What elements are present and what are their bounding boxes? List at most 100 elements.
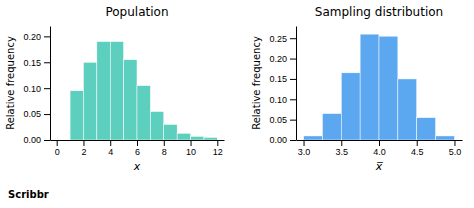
y-tick-label: 0.05 (269, 115, 287, 125)
bar (304, 136, 323, 140)
x-axis: 3.0 3.5 4.0 4.5 5.0 (297, 140, 463, 157)
y-tick-label: 0.15 (269, 74, 287, 84)
y-axis: 0.00 0.05 0.10 0.15 0.20 (23, 27, 50, 146)
chart-root: 0246810120.000.050.100.150.20Populationx… (0, 0, 474, 208)
y-tick-mark (44, 62, 50, 63)
x-tick: 3.5 (336, 140, 349, 157)
y-tick-label: 0.00 (23, 135, 41, 145)
bar (150, 112, 163, 141)
y-tick-mark (290, 99, 296, 100)
x-tick-mark (217, 140, 218, 146)
panel: 3.0 3.5 4.0 4.5 5.0 0.00 0.05 0.10 0.15 0.20 0.25 S… (251, 5, 463, 173)
bar (110, 42, 123, 140)
y-axis-line (296, 27, 297, 141)
y-tick: 0.00 (23, 135, 50, 145)
x-tick-label: 5.0 (449, 147, 462, 157)
x-tick: 4.5 (411, 140, 424, 157)
bar (124, 60, 137, 140)
bar (341, 73, 360, 140)
y-tick: 0.05 (23, 109, 50, 119)
annotation: Scribbr (8, 189, 49, 200)
x-tick-label: 4.0 (373, 147, 386, 157)
y-axis-title: Relative frequency (5, 36, 16, 130)
x-axis-title: x̅ (375, 160, 384, 173)
y-tick: 0.25 (269, 34, 296, 44)
y-tick-mark (290, 140, 296, 141)
x-tick: 4 (108, 140, 113, 157)
x-tick: 4.0 (373, 140, 386, 157)
x-axis-title: x (133, 160, 141, 173)
x-tick-mark (417, 140, 418, 146)
y-axis: 0.00 0.05 0.10 0.15 0.20 0.25 (269, 27, 296, 146)
y-tick-mark (290, 38, 296, 39)
x-tick: 6 (135, 140, 140, 157)
bar (57, 140, 70, 141)
x-tick-label: 4.5 (411, 147, 424, 157)
y-tick-mark (44, 88, 50, 89)
bar (191, 136, 204, 140)
x-tick-mark (304, 140, 305, 146)
bar (97, 42, 110, 140)
y-tick: 0.15 (23, 58, 50, 68)
bar (417, 118, 436, 140)
bar (398, 79, 417, 140)
y-tick: 0.10 (23, 84, 50, 94)
y-tick-label: 0.25 (269, 34, 287, 44)
x-tick-mark (164, 140, 165, 146)
bar (322, 114, 341, 140)
x-tick-label: 8 (162, 147, 167, 157)
x-tick-mark (83, 140, 84, 146)
x-tick-mark (137, 140, 138, 146)
y-tick-mark (44, 36, 50, 37)
x-tick-mark (454, 140, 455, 146)
x-tick-label: 3.0 (298, 147, 311, 157)
x-tick-mark (110, 140, 111, 146)
y-axis-line (50, 27, 51, 141)
y-tick-label: 0.05 (23, 109, 41, 119)
x-tick: 10 (186, 140, 196, 157)
x-tick-label: 10 (186, 147, 196, 157)
y-tick: 0.20 (23, 32, 50, 42)
x-tick-mark (191, 140, 192, 146)
bar (177, 133, 190, 140)
bar (164, 124, 177, 140)
x-tick-mark (379, 140, 380, 146)
bar (70, 91, 83, 140)
bar (137, 86, 150, 140)
x-tick-label: 12 (213, 147, 223, 157)
x-tick: 3.0 (298, 140, 311, 157)
y-axis-title: Relative frequency (251, 36, 262, 130)
x-tick-label: 4 (108, 147, 113, 157)
y-tick-mark (290, 59, 296, 60)
x-tick-label: 6 (135, 147, 140, 157)
panel: 0246810120.000.050.100.150.20Populationx… (5, 5, 225, 173)
bar (436, 136, 455, 140)
y-tick: 0.15 (269, 74, 296, 84)
x-tick: 8 (162, 140, 167, 157)
bars (70, 42, 217, 140)
y-tick-mark (44, 114, 50, 115)
y-tick: 0.00 (269, 135, 296, 145)
y-tick: 0.10 (269, 95, 296, 105)
y-tick-label: 0.00 (269, 135, 287, 145)
y-tick-mark (290, 79, 296, 80)
bar (379, 36, 398, 140)
bar (204, 137, 217, 140)
x-tick: 12 (213, 140, 223, 157)
x-tick-label: 2 (81, 147, 86, 157)
chart-title: Sampling distribution (315, 5, 443, 19)
y-tick-label: 0.20 (23, 32, 41, 42)
y-tick-label: 0.10 (23, 84, 41, 94)
x-tick: 2 (81, 140, 86, 157)
x-tick-label: 3.5 (336, 147, 349, 157)
bar (360, 34, 379, 140)
y-tick-label: 0.10 (269, 95, 287, 105)
x-tick-label: 0 (55, 147, 60, 157)
y-tick-mark (290, 120, 296, 121)
bar (83, 62, 96, 140)
bars (304, 34, 455, 140)
y-tick-label: 0.15 (23, 58, 41, 68)
x-axis: 0 2 4 6 8 10 12 (51, 140, 225, 157)
y-tick: 0.20 (269, 54, 296, 64)
x-tick-mark (341, 140, 342, 146)
